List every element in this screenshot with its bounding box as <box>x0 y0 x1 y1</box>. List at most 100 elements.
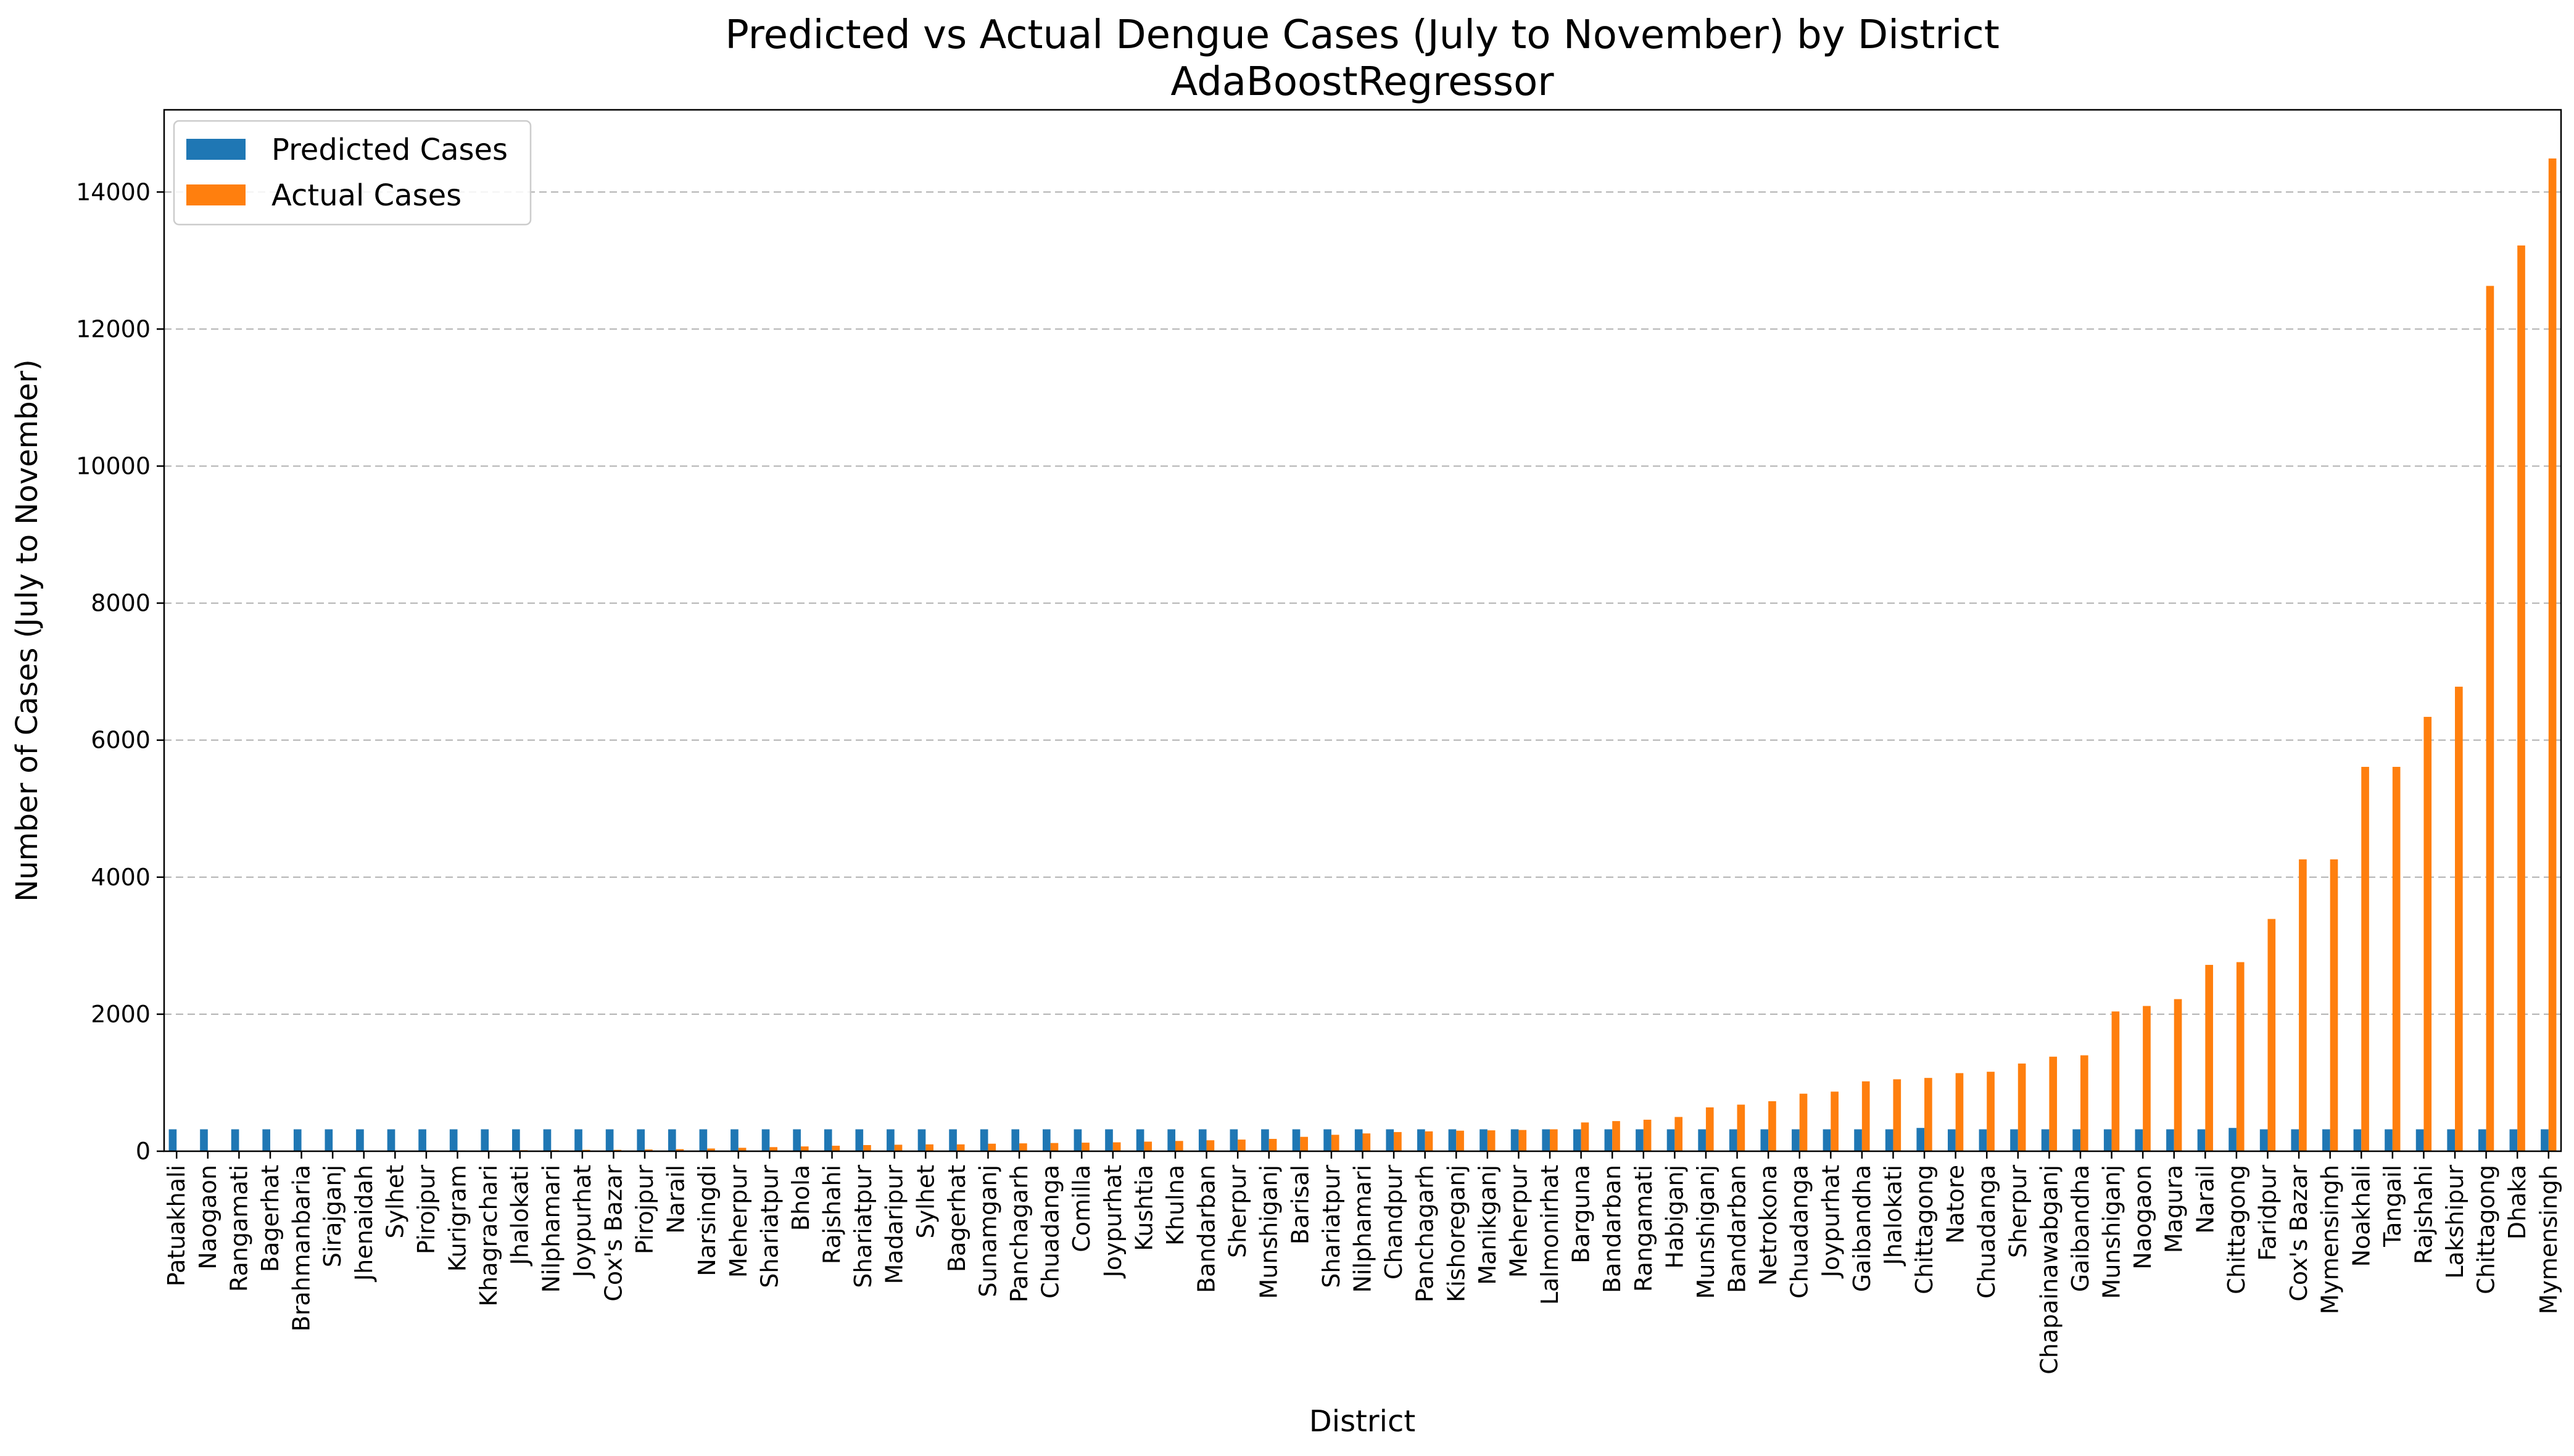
chart-subtitle: AdaBoostRegressor <box>1170 59 1554 105</box>
x-tick-label: Jhalokati <box>507 1165 534 1266</box>
bar-predicted <box>949 1129 957 1151</box>
bar-predicted <box>2447 1129 2456 1151</box>
bar-predicted <box>1105 1129 1113 1151</box>
y-tick-label: 4000 <box>91 864 151 891</box>
x-tick-label: Bhola <box>787 1165 814 1231</box>
bar-actual <box>1799 1093 1808 1151</box>
bar-actual <box>2299 859 2307 1151</box>
bar-actual <box>1362 1133 1371 1151</box>
bar-predicted <box>1292 1129 1301 1151</box>
x-tick-label: Bandarban <box>1599 1165 1626 1293</box>
bar-actual <box>2017 1063 2026 1151</box>
y-tick-label: 0 <box>136 1138 151 1165</box>
bar-predicted <box>1698 1129 1706 1151</box>
bar-actual <box>1456 1130 1464 1151</box>
bars <box>168 158 2557 1152</box>
bar-predicted <box>637 1129 645 1151</box>
bar-predicted <box>1792 1129 1800 1151</box>
bar-predicted <box>1386 1129 1394 1151</box>
x-tick-label: Chittagong <box>1911 1165 1938 1294</box>
bar-predicted <box>2353 1129 2362 1151</box>
bar-predicted <box>1167 1129 1175 1151</box>
x-tick-label: Khulna <box>1162 1165 1189 1246</box>
x-tick-label: Meherpur <box>725 1165 752 1278</box>
bar-actual <box>1487 1130 1496 1151</box>
bar-actual <box>1612 1121 1620 1151</box>
bar-actual <box>1831 1091 1839 1151</box>
x-tick-label: Dhaka <box>2504 1165 2531 1239</box>
bar-actual <box>988 1143 996 1151</box>
x-tick-label: Shariatpur <box>1318 1165 1345 1288</box>
x-tick-label: Chuadanga <box>1973 1165 2000 1299</box>
bar-predicted <box>2135 1129 2143 1151</box>
bar-predicted <box>2415 1129 2424 1151</box>
bar-actual <box>2330 859 2338 1151</box>
bar-actual <box>956 1144 965 1151</box>
bar-actual <box>1050 1143 1059 1151</box>
bar-actual <box>1112 1142 1121 1151</box>
bar-predicted <box>1666 1129 1675 1151</box>
x-tick-label: Barguna <box>1568 1165 1595 1264</box>
x-tick-label: Bagerhat <box>943 1165 970 1272</box>
bar-predicted <box>1573 1129 1581 1151</box>
bar-predicted <box>824 1129 832 1151</box>
bar-predicted <box>2259 1129 2268 1151</box>
x-tick-label: Munshiganj <box>1692 1165 1719 1299</box>
x-tick-label: Bandarban <box>1724 1165 1751 1293</box>
x-tick-label: Narail <box>2191 1165 2219 1234</box>
bar-predicted <box>1636 1129 1644 1151</box>
legend-label-actual: Actual Cases <box>271 178 461 213</box>
bar-predicted <box>1760 1129 1769 1151</box>
bar-predicted <box>1479 1129 1488 1151</box>
bar-predicted <box>1261 1129 1269 1151</box>
x-tick-label: Kurigram <box>444 1165 471 1272</box>
bar-predicted <box>1916 1128 1925 1151</box>
bar-predicted <box>231 1129 239 1151</box>
bar-predicted <box>1604 1129 1613 1151</box>
x-axis: Patuakhali Naogaon Rangamati Bagerhat Brahma… <box>163 1151 2562 1375</box>
bar-actual <box>1987 1072 1995 1151</box>
bar-predicted <box>1542 1129 1550 1151</box>
bar-actual <box>1300 1136 1308 1151</box>
bar-actual <box>2392 766 2401 1151</box>
bar-actual <box>1737 1104 1745 1151</box>
bar-actual <box>2143 1006 2151 1151</box>
bar-predicted <box>1947 1129 1956 1151</box>
legend: Predicted Cases Actual Cases <box>173 120 532 226</box>
x-tick-label: Naogaon <box>2129 1165 2156 1270</box>
bar-predicted <box>855 1129 864 1151</box>
x-tick-label: Chuadanga <box>1786 1165 1813 1299</box>
x-tick-label: Panchagarh <box>1006 1165 1033 1302</box>
x-tick-label: Nilphamari <box>1349 1165 1376 1293</box>
y-axis: 0 2000 4000 6000 8000 10000 12000 14000 <box>76 178 164 1165</box>
bar-predicted <box>449 1129 458 1151</box>
x-tick-label: Joypurhat <box>1817 1165 1844 1278</box>
bar-predicted <box>2103 1129 2112 1151</box>
bar-actual <box>1268 1139 1277 1151</box>
x-tick-label: Narsingdi <box>693 1165 721 1276</box>
bar-actual <box>1861 1081 1870 1151</box>
bar-predicted <box>168 1129 177 1151</box>
bar-predicted <box>1417 1129 1425 1151</box>
x-tick-label: Brahmanbaria <box>288 1165 315 1331</box>
bar-predicted <box>1823 1129 1831 1151</box>
x-tick-label: Shariatpur <box>850 1165 877 1288</box>
x-tick-label: Comilla <box>1068 1165 1095 1252</box>
bar-actual <box>676 1149 684 1151</box>
bar-predicted <box>574 1129 582 1151</box>
bar-actual <box>2361 766 2369 1151</box>
x-tick-label: Bandarban <box>1193 1165 1220 1293</box>
bar-actual <box>2049 1056 2058 1151</box>
bar-predicted <box>2509 1129 2518 1151</box>
bar-actual <box>2236 962 2245 1151</box>
bar-predicted <box>887 1129 895 1151</box>
bar-predicted <box>1230 1129 1238 1151</box>
x-tick-label: Gaibandha <box>1848 1165 1876 1292</box>
bar-predicted <box>1042 1129 1051 1151</box>
legend-swatch-predicted <box>186 139 246 160</box>
bar-actual <box>863 1145 871 1151</box>
bar-actual <box>2486 286 2494 1151</box>
bar-predicted <box>293 1129 302 1151</box>
bar-actual <box>769 1147 778 1151</box>
